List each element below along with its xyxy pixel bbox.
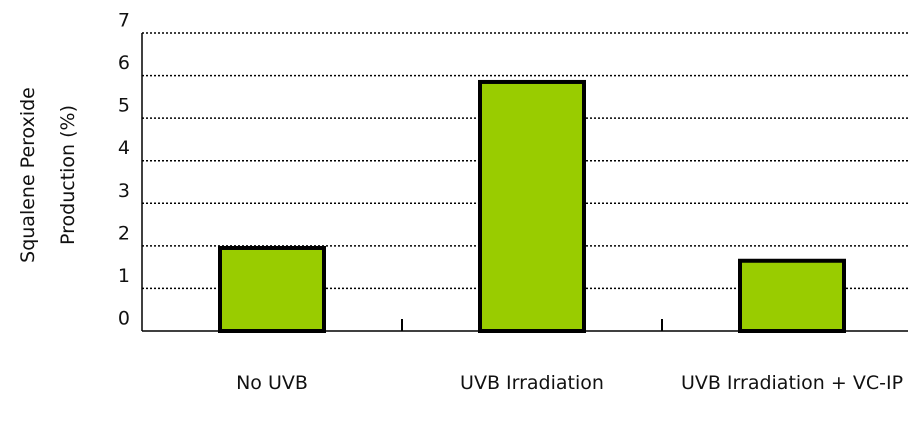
y-tick-label: 4 [118, 137, 130, 159]
y-tick-label: 7 [118, 10, 130, 32]
y-tick-label: 1 [118, 265, 130, 287]
x-tick-label: UVB Irradiation [460, 372, 604, 394]
y-axis-label: Squalene Peroxide Production (%) [17, 87, 79, 263]
x-tick-label: No UVB [236, 372, 308, 394]
x-tick-label: UVB Irradiation + VC-IP [681, 372, 903, 394]
bar [738, 258, 846, 333]
y-tick-label: 6 [118, 52, 130, 74]
y-tick-label: 2 [118, 222, 130, 244]
y-tick-label: 3 [118, 180, 130, 202]
y-tick-label: 0 [118, 308, 130, 330]
y-tick-label: 5 [118, 95, 130, 117]
bar [478, 79, 586, 334]
bar [218, 245, 326, 333]
